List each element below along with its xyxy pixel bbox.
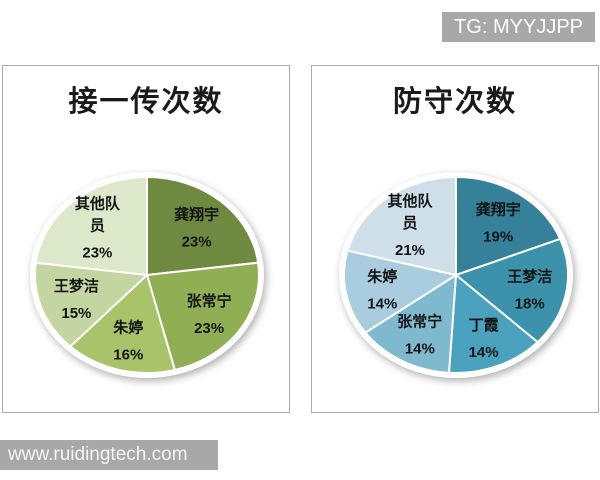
watermark-url: www.ruidingtech.com <box>0 440 218 470</box>
pie-slice-1 <box>146 176 260 276</box>
pie-slice-6 <box>346 176 457 276</box>
slice-label: 朱婷 14% <box>367 267 397 312</box>
telegram-badge: TG: MYYJJPP <box>442 12 595 42</box>
pie-slice-4 <box>364 274 457 374</box>
pie-slice-3 <box>447 274 539 374</box>
defense-chart-panel: 防守次数 龚翔宇 19% 王梦洁 18% 丁霞 14% 张常宁 14% 朱婷 14% 其他队员 21% <box>311 65 599 413</box>
pie-slice-2 <box>455 237 569 344</box>
pie-slice-2 <box>146 261 260 371</box>
slice-label: 张常宁 14% <box>397 313 442 358</box>
slice-label: 其他队员 21% <box>387 192 433 259</box>
pie-slice-4 <box>34 261 148 348</box>
pass-chart-panel: 接一传次数 龚翔宇 23% 张常宁 23% 朱婷 16% 王梦洁 15% 其他队员 23% <box>2 65 290 413</box>
pass-pie-chart: 龚翔宇 23% 张常宁 23% 朱婷 16% 王梦洁 15% 其他队员 23% <box>30 172 264 378</box>
pie-slice-5 <box>34 176 148 276</box>
slice-label: 丁霞 14% <box>469 316 500 361</box>
slice-label: 王梦洁 18% <box>507 267 552 312</box>
pass-chart-title: 接一传次数 <box>68 86 224 118</box>
pie-slice-3 <box>69 274 176 374</box>
slice-label: 张常宁 23% <box>187 292 232 337</box>
slice-label: 王梦洁 15% <box>54 277 99 322</box>
pie-slice-5 <box>343 249 457 334</box>
slice-label: 龚翔宇 23% <box>174 206 219 251</box>
slice-label: 朱婷 16% <box>113 319 143 364</box>
pie-slice-1 <box>455 176 562 276</box>
defense-chart-title: 防守次数 <box>392 86 517 118</box>
slice-label: 其他队员 23% <box>75 195 121 262</box>
slice-label: 龚翔宇 19% <box>476 201 521 246</box>
defense-pie-chart: 龚翔宇 19% 王梦洁 18%丁霞 14% 张常宁 14%朱婷 14% 其他队员 21% <box>339 172 573 378</box>
